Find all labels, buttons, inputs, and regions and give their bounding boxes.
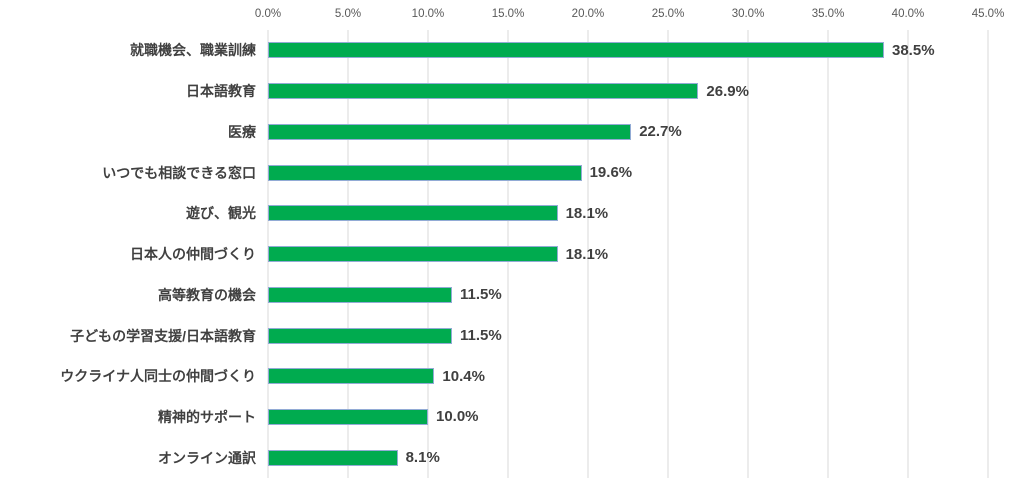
bar-track: 19.6% <box>268 152 988 193</box>
category-label: 子どもの学習支援/日本語教育 <box>70 327 256 344</box>
value-label: 38.5% <box>892 41 935 59</box>
bar-row: 子どもの学習支援/日本語教育 11.5% <box>0 315 1024 356</box>
category-label: 就職機会、職業訓練 <box>130 42 256 59</box>
axis-tick-label: 10.0% <box>411 8 445 20</box>
category-label: 医療 <box>228 123 256 140</box>
value-label: 11.5% <box>460 286 502 304</box>
category-label: 遊び、観光 <box>186 205 256 222</box>
value-label: 10.0% <box>435 408 479 426</box>
value-label: 11.5% <box>460 327 502 344</box>
bar-row: 遊び、観光 18.1% <box>0 193 1024 234</box>
bar-track: 18.1% <box>268 193 988 234</box>
bar <box>268 246 558 263</box>
x-axis: 0.0% 5.0% 10.0% 15.0% 20.0% 25.0% 30.0% 35.0% 40… <box>255 0 1004 30</box>
bar-track: 8.1% <box>268 437 988 478</box>
bar <box>268 42 884 59</box>
bar-row: 医療 22.7% <box>0 111 1024 152</box>
bar <box>268 449 398 466</box>
bar-row: 就職機会、職業訓練 38.5% <box>0 30 1024 71</box>
axis-tick-label: 0.0% <box>254 8 282 20</box>
category-label: オンライン通訳 <box>158 449 256 466</box>
axis-tick-label: 30.0% <box>731 8 765 20</box>
axis-tick-label: 15.0% <box>491 8 525 20</box>
bar-row: 日本語教育 26.9% <box>0 71 1024 112</box>
gridline <box>987 30 989 478</box>
category-label: ウクライナ人同士の仲間づくり <box>60 368 256 385</box>
bar-track: 11.5% <box>268 274 988 315</box>
axis-tick-label: 20.0% <box>571 8 605 20</box>
gridline <box>827 30 829 478</box>
value-label: 10.4% <box>442 367 485 385</box>
value-label: 22.7% <box>639 123 682 141</box>
bar <box>268 368 435 385</box>
bar-row: 日本人の仲間づくり 18.1% <box>0 234 1024 275</box>
category-label: 高等教育の機会 <box>158 286 256 303</box>
bar <box>268 83 699 100</box>
bar-track: 22.7% <box>268 111 988 152</box>
gridline <box>907 30 909 478</box>
bar-rows: 就職機会、職業訓練 38.5% 日本語教育 26.9% 医療 22.7% いつでも相談できる… <box>0 30 1024 478</box>
bar-track: 26.9% <box>268 71 988 112</box>
bar <box>268 205 558 222</box>
bar-track: 38.5% <box>268 30 988 71</box>
bar-row: ウクライナ人同士の仲間づくり 10.4% <box>0 356 1024 397</box>
value-label: 19.6% <box>589 164 633 182</box>
bar <box>268 327 452 344</box>
axis-tick-label: 5.0% <box>334 8 362 20</box>
bar <box>268 408 428 425</box>
axis-tick-label: 35.0% <box>811 8 845 20</box>
category-label: いつでも相談できる窓口 <box>102 164 256 181</box>
bar <box>268 286 452 303</box>
category-label: 日本語教育 <box>186 83 256 100</box>
bar-track: 18.1% <box>268 234 988 275</box>
bar-track: 10.0% <box>268 397 988 438</box>
category-label: 精神的サポート <box>158 408 256 425</box>
value-label: 18.1% <box>565 204 609 222</box>
axis-tick-label: 45.0% <box>971 8 1005 20</box>
bar-row: 高等教育の機会 11.5% <box>0 274 1024 315</box>
value-label: 18.1% <box>565 245 609 263</box>
bar <box>268 164 582 181</box>
value-label: 26.9% <box>706 82 749 100</box>
gridline <box>747 30 749 478</box>
bar-row: 精神的サポート 10.0% <box>0 397 1024 438</box>
gridline <box>667 30 669 478</box>
axis-tick-label: 40.0% <box>891 8 925 20</box>
bar-row: オンライン通訳 8.1% <box>0 437 1024 478</box>
bar-track: 10.4% <box>268 356 988 397</box>
value-label: 8.1% <box>405 449 440 467</box>
axis-tick-label: 25.0% <box>651 8 685 20</box>
bar-track: 11.5% <box>268 315 988 356</box>
plot-area: 就職機会、職業訓練 38.5% 日本語教育 26.9% 医療 22.7% いつでも相談できる… <box>0 30 1024 478</box>
gridline <box>587 30 589 478</box>
bar <box>268 123 632 140</box>
bar-row: いつでも相談できる窓口 19.6% <box>0 152 1024 193</box>
category-label: 日本人の仲間づくり <box>130 246 256 263</box>
